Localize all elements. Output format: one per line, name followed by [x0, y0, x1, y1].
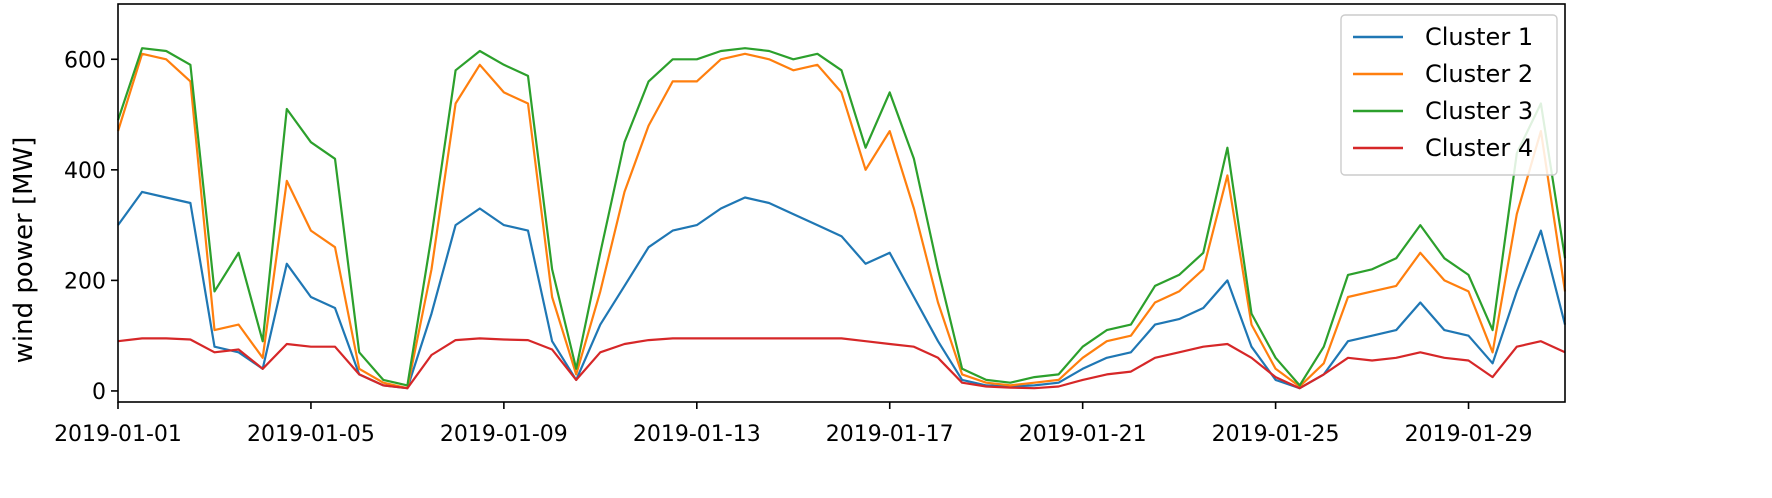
y-tick-label: 0	[92, 380, 106, 405]
legend-label-cluster-1: Cluster 1	[1425, 23, 1533, 51]
y-tick-label: 200	[64, 269, 106, 294]
y-tick-label: 400	[64, 159, 106, 184]
series-line-cluster-2	[116, 52, 1567, 390]
x-tick-label: 2019-01-21	[1019, 422, 1147, 447]
legend-label-cluster-4: Cluster 4	[1425, 134, 1533, 162]
y-axis-label: wind power [MW]	[9, 137, 39, 364]
x-tick-label: 2019-01-05	[247, 422, 375, 447]
legend-label-cluster-2: Cluster 2	[1425, 60, 1533, 88]
x-tick-label: 2019-01-17	[826, 422, 954, 447]
x-tick-label: 2019-01-09	[440, 422, 568, 447]
x-tick-label: 2019-01-01	[54, 422, 182, 447]
x-tick-label: 2019-01-25	[1212, 422, 1340, 447]
legend-label-cluster-3: Cluster 3	[1425, 97, 1533, 125]
legend-box	[1340, 14, 1558, 176]
series-line-cluster-4	[117, 337, 1566, 390]
x-tick-label: 2019-01-29	[1405, 422, 1533, 447]
y-tick-label: 600	[64, 48, 106, 73]
plot-frame	[117, 3, 1566, 403]
x-tick-label: 2019-01-13	[633, 422, 761, 447]
series-layer	[116, 47, 1567, 390]
series-line-cluster-3	[116, 47, 1567, 387]
legend: Cluster 1 Cluster 2 Cluster 3 Cluster 4	[1340, 14, 1558, 176]
axes-layer: 0 200 400 600 2019-01-01 2019-01-05 2019-01-09…	[54, 3, 1566, 447]
